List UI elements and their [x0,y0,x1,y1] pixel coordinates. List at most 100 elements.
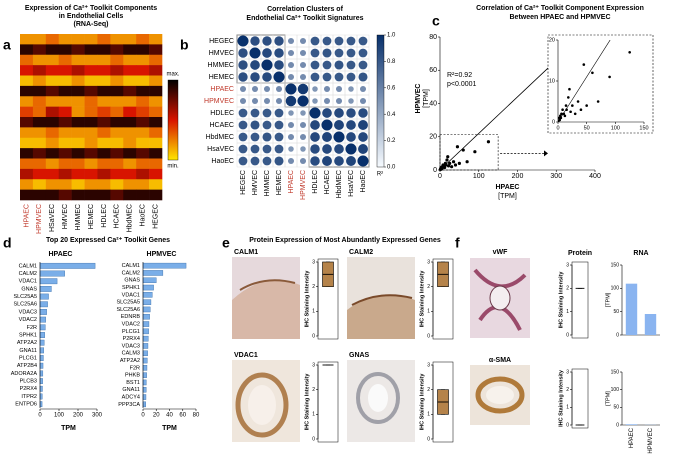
scatter-point [455,145,460,149]
cell-border [356,154,370,168]
heatmap-cell [58,54,72,66]
scatter-point [596,100,600,103]
correlation-dot [346,60,356,70]
heatmap-cell [123,106,137,118]
heatmap-cell [45,117,60,128]
row-label: HsaVEC [207,146,234,153]
bar [142,284,154,291]
row-label: HEGEC [209,38,234,45]
annotation: R²=0.92 [447,72,472,79]
row-label: HPMVEC [204,98,234,105]
heatmap-cell [58,44,72,56]
correlation-dot [334,144,344,154]
colorbar-tick-label: 0.6 [387,85,396,91]
scatter-point [446,164,451,168]
heatmap-cell [136,54,150,66]
x-tick-label: 100 [473,173,485,180]
y-tick-label: 2 [312,284,315,290]
column-label: HMVEC [252,170,259,195]
heatmap-cell [45,148,60,159]
x-tick-label: 0 [556,125,559,131]
bar [39,324,46,331]
column-label: HMMEC [75,204,82,230]
heatmap-cell [58,179,72,190]
y-tick-label: 80 [429,34,437,41]
heatmap-cell [149,85,163,97]
heatmap-cell [97,44,111,56]
chart-title: CALM1 [234,249,258,256]
column-label: HEMEC [88,204,95,229]
heatmap-cell [84,179,98,190]
heatmap-cell [71,148,85,159]
heatmap-cell [20,127,34,139]
heatmap-cell [45,137,60,149]
heatmap-cell [123,75,137,87]
bar [142,350,148,357]
heatmap-cell [110,54,124,66]
chart-title: Correlation Clusters of [267,6,344,13]
heatmap-cell [97,65,111,76]
correlation-dot [310,132,320,142]
x-tick-label: 0 [438,173,442,180]
y-axis-label: HPMVEC [415,84,422,114]
x-tick-label: 50 [584,125,590,131]
row-label: HEMEC [209,74,234,81]
correlation-dot [274,36,284,46]
category-label: ATP2A2 [17,340,37,346]
category-label: HPMVEC [648,427,654,453]
heatmap-cell [123,54,137,66]
heatmap-cell [71,168,85,180]
correlation-dot [239,85,247,93]
x-tick-label: 300 [550,173,562,180]
y-tick-label: 150 [611,369,620,375]
heatmap-cell [32,189,47,201]
correlation-dot [299,49,307,57]
column-label: HMMEC [264,170,271,196]
column-label: HbdMEC [336,170,343,198]
bar [39,316,46,323]
panel-label: a [3,37,11,53]
column-label: HaoEC [360,170,367,193]
category-label: ATP2B4 [17,363,37,369]
column-label: HPMVEC [36,204,43,234]
heatmap-cell [149,106,163,118]
category-label: GNA11 [19,348,37,354]
correlation-dot [274,144,284,154]
bar [39,286,52,292]
x-tick-label: 20 [153,413,160,419]
y-tick-label: 0 [433,167,437,174]
bar [142,292,153,298]
chart-title: Expression of Ca²⁺ Toolkit Components [25,5,157,12]
y-axis-label: [TPM] [605,391,611,406]
bar [39,293,49,300]
correlation-dot [299,121,307,129]
heatmap-cell [136,75,150,87]
heatmap-cell [97,106,111,118]
heatmap-cell [32,44,47,56]
correlation-dot [299,73,307,81]
correlation-dot [262,36,272,46]
heatmap-cell [20,148,34,159]
correlation-dot [334,48,344,58]
panel-label: b [180,37,189,53]
heatmap-cell [123,127,137,139]
heatmap-cell [110,179,124,190]
row-label: HaoEC [211,158,234,165]
heatmap-cell [58,168,72,180]
heatmap-cell [97,158,111,170]
scatter-point [451,160,456,164]
scatter-point [443,161,448,165]
heatmap-cell [123,44,137,56]
heatmap-cell [45,158,60,170]
heatmap-cell [45,179,60,190]
heatmap-cell [45,44,60,56]
correlation-dot [346,120,356,130]
heatmap-cell [149,148,163,159]
y-axis-label: IHC Staining Intensity [558,271,564,329]
chart-title: GNAS [349,352,370,359]
bar [39,362,44,369]
scatter-point [445,158,449,162]
category-label: GNA11 [122,387,140,393]
heatmap-cell [71,179,85,190]
inset-plot [558,40,631,122]
